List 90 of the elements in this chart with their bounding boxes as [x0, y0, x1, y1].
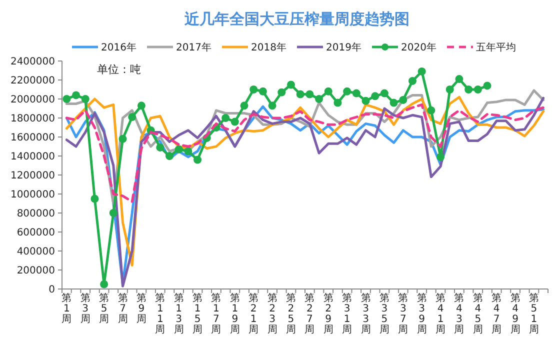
point [240, 102, 248, 110]
x-tick-label: 第35周 [379, 292, 390, 336]
point [81, 95, 90, 103]
legend-label: 2017年 [176, 42, 212, 54]
y-tick-label: 600000 [16, 228, 55, 238]
point [268, 102, 276, 110]
point [165, 152, 174, 160]
y-tick-label: 1400000 [10, 152, 55, 162]
point [184, 147, 192, 156]
point [464, 86, 473, 94]
y-tick-label: 2400000 [10, 56, 55, 68]
point [399, 96, 408, 104]
point [62, 95, 71, 103]
point [258, 87, 267, 96]
x-tick-label: 第19周 [230, 292, 240, 336]
point [100, 280, 108, 288]
y-tick-label: 400000 [16, 246, 55, 258]
point [427, 106, 436, 114]
y-tick-label: 1200000 [10, 170, 55, 182]
x-tick-label: 第13周 [174, 292, 184, 336]
point [474, 86, 482, 94]
y-tick-label: 1800000 [10, 114, 55, 124]
point [334, 98, 342, 107]
point [194, 156, 202, 164]
y-tick-label: 200000 [16, 266, 55, 276]
y-tick-label: 2200000 [10, 76, 55, 86]
point [380, 89, 388, 98]
point [128, 113, 136, 122]
legend-label: 五年平均 [476, 42, 516, 54]
point [362, 96, 370, 105]
x-tick-label: 第9周 [136, 292, 146, 325]
point [109, 209, 118, 217]
point [418, 67, 426, 76]
point [222, 114, 230, 122]
x-tick-label: 第5周 [99, 292, 110, 325]
point [343, 87, 352, 96]
x-tick-label: 第29周 [323, 292, 334, 336]
point [156, 143, 164, 152]
x-tick-label: 第51周 [528, 292, 539, 336]
point [436, 152, 445, 161]
point [446, 86, 454, 94]
legend-label: 2020年 [401, 42, 436, 54]
x-tick-label: 第45周 [472, 292, 483, 336]
x-tick-label: 第41周 [436, 292, 446, 336]
x-tick-label: 第31周 [342, 292, 352, 336]
x-tick-label: 第33周 [360, 292, 371, 336]
x-tick-label: 第27周 [304, 292, 315, 336]
y-tick-label: 1000000 [10, 190, 55, 200]
x-tick-label: 第25周 [286, 292, 296, 336]
point [90, 194, 99, 203]
point [137, 102, 146, 110]
y-tick-label: 1600000 [10, 132, 55, 144]
point [296, 90, 304, 98]
point [390, 98, 398, 107]
legend-label: 2019年 [326, 42, 362, 54]
point [250, 86, 258, 94]
x-tick-label: 第3周 [80, 292, 90, 325]
point [118, 134, 127, 143]
x-tick-label: 第37周 [398, 292, 408, 336]
legend-label: 2016年 [101, 42, 136, 54]
x-tick-label: 第11周 [155, 292, 166, 336]
x-tick-label: 第21周 [248, 292, 259, 336]
point [230, 118, 239, 126]
point [72, 91, 80, 100]
x-tick-label: 第17周 [211, 292, 222, 336]
point [455, 75, 464, 84]
point [408, 76, 416, 85]
x-tick-label: 第1周 [62, 292, 72, 325]
x-tick-label: 第39周 [416, 292, 427, 336]
y-tick-label: 0 [48, 284, 55, 296]
point [174, 145, 183, 154]
y-tick-label: 800000 [16, 208, 55, 220]
point [278, 88, 286, 96]
x-tick-label: 第7周 [118, 292, 128, 325]
legend-label: 2018年 [251, 42, 286, 54]
point [371, 92, 380, 100]
x-tick-label: 第49周 [510, 292, 520, 336]
x-tick-label: 第23周 [267, 292, 278, 336]
annotation: 单位：吨 [97, 63, 141, 76]
x-tick-label: 第43周 [454, 292, 464, 336]
point [483, 82, 492, 90]
point [324, 87, 332, 96]
point [306, 90, 314, 98]
point [315, 95, 324, 103]
x-tick-label: 第47周 [492, 292, 502, 336]
x-tick-label: 第15周 [192, 292, 203, 336]
point [286, 80, 295, 89]
chart-title: 近几年全国大豆压榨量周度趋势图 [184, 10, 410, 28]
y-tick-label: 2000000 [10, 94, 55, 106]
point [352, 89, 360, 98]
